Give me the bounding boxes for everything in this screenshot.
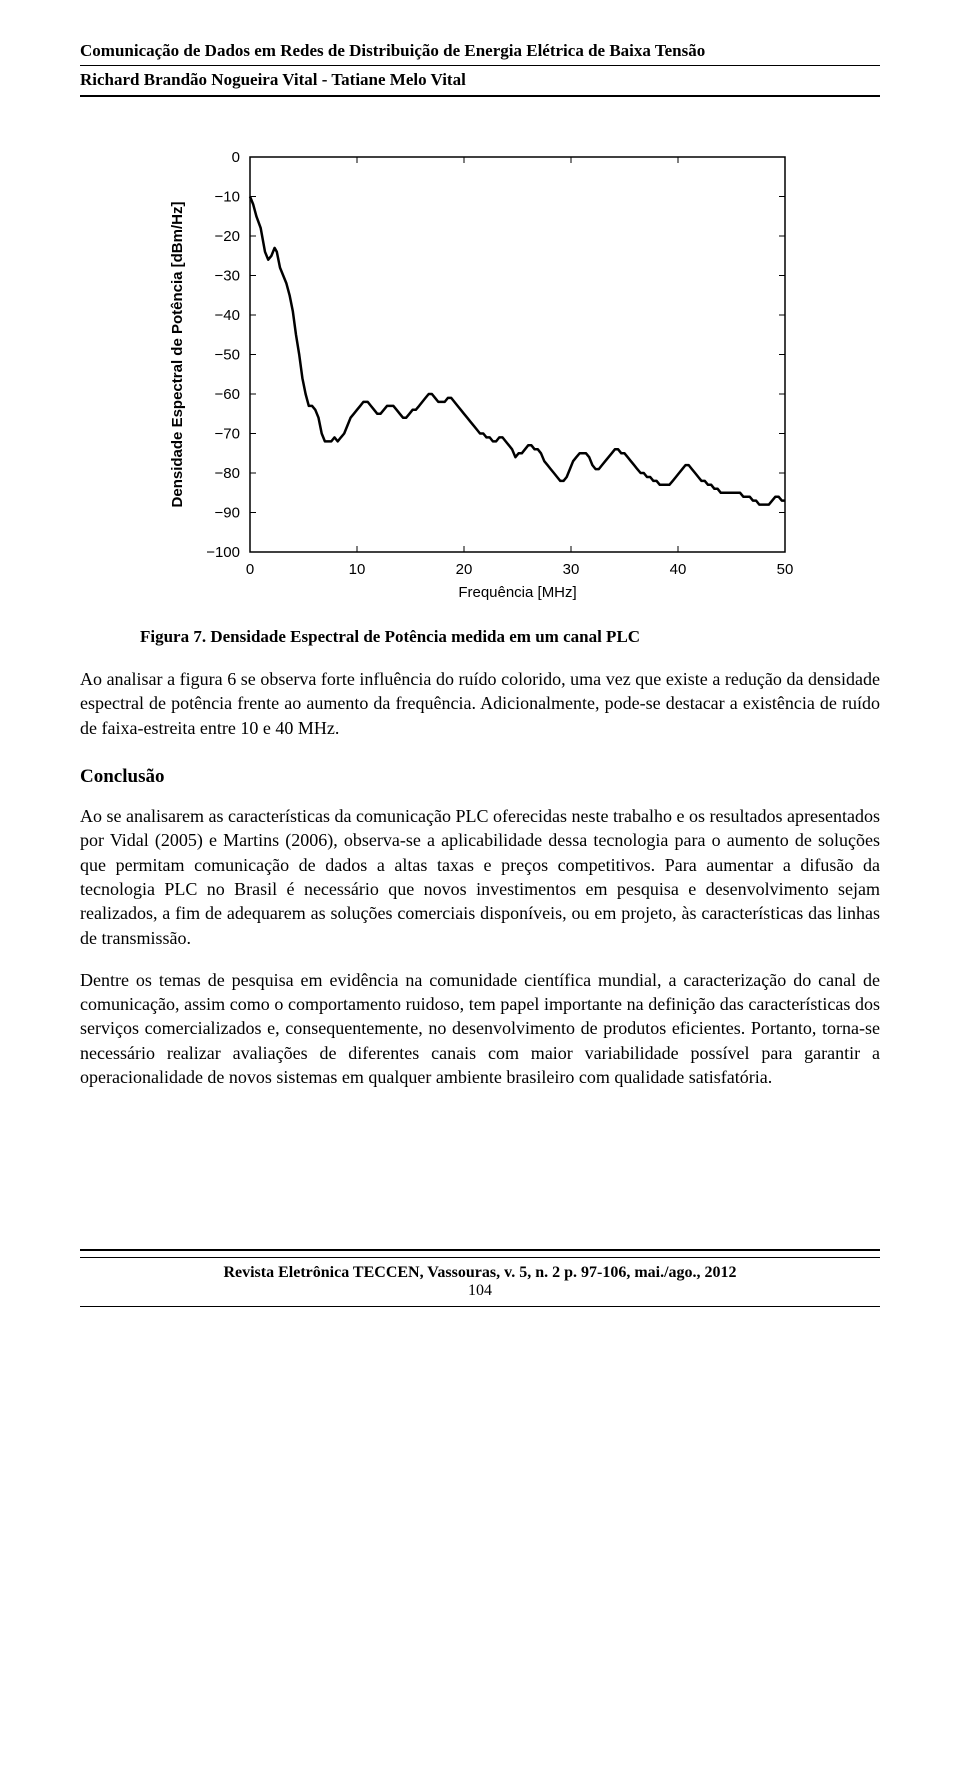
svg-text:Frequência [MHz]: Frequência [MHz]	[458, 584, 576, 601]
svg-text:0: 0	[246, 561, 254, 578]
paragraph-intro: Ao analisar a figura 6 se observa forte …	[80, 667, 880, 740]
svg-text:−60: −60	[215, 386, 240, 403]
svg-text:−90: −90	[215, 505, 240, 522]
svg-text:Densidade Espectral de Potênci: Densidade Espectral de Potência [dBm/Hz]	[169, 202, 186, 508]
footer-page-number: 104	[80, 1282, 880, 1304]
svg-text:20: 20	[456, 561, 473, 578]
svg-text:−30: −30	[215, 268, 240, 285]
svg-text:30: 30	[563, 561, 580, 578]
svg-text:−100: −100	[206, 544, 240, 561]
running-header: Comunicação de Dados em Redes de Distrib…	[80, 40, 880, 97]
svg-text:10: 10	[349, 561, 366, 578]
paragraph-conclusion-2: Dentre os temas de pesquisa em evidência…	[80, 968, 880, 1089]
svg-text:50: 50	[777, 561, 794, 578]
page-footer: Revista Eletrônica TECCEN, Vassouras, v.…	[80, 1249, 880, 1307]
figure-caption: Figura 7. Densidade Espectral de Potênci…	[140, 627, 880, 647]
psd-chart-svg: 0 10 20 30 40 50 0 −10 −20 −30 −40 −50 −60 −70 −80 −90 −…	[160, 147, 800, 607]
svg-text:−70: −70	[215, 426, 240, 443]
svg-text:−40: −40	[215, 307, 240, 324]
svg-text:−10: −10	[215, 189, 240, 206]
svg-text:−80: −80	[215, 465, 240, 482]
svg-text:−20: −20	[215, 228, 240, 245]
header-title: Comunicação de Dados em Redes de Distrib…	[80, 40, 880, 66]
psd-chart: 0 10 20 30 40 50 0 −10 −20 −30 −40 −50 −60 −70 −80 −90 −…	[160, 147, 800, 607]
svg-text:40: 40	[670, 561, 687, 578]
footer-citation: Revista Eletrônica TECCEN, Vassouras, v.…	[80, 1258, 880, 1282]
svg-text:−50: −50	[215, 347, 240, 364]
svg-text:0: 0	[232, 149, 240, 166]
paragraph-conclusion-1: Ao se analisarem as características da c…	[80, 804, 880, 950]
header-authors: Richard Brandão Nogueira Vital - Tatiane…	[80, 69, 880, 91]
section-heading-conclusao: Conclusão	[80, 766, 880, 788]
